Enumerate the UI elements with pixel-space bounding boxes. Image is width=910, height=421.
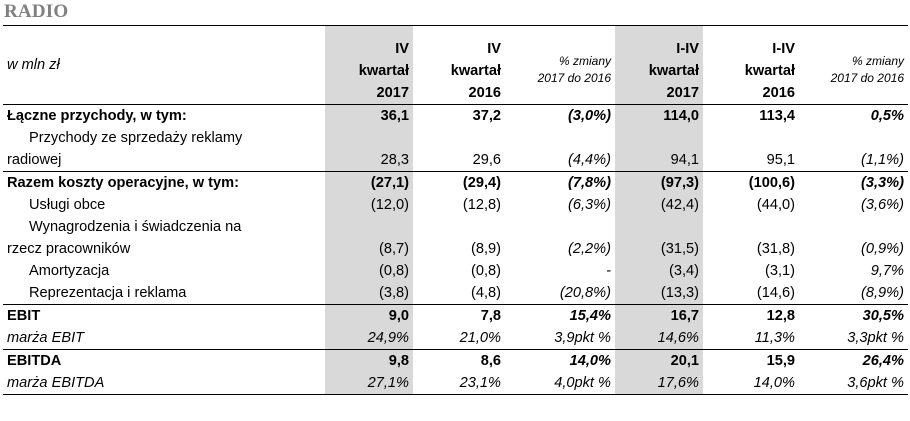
cell: (20,8%)	[559, 285, 611, 301]
cell: 24,9%	[325, 327, 413, 350]
cell: (29,4)	[413, 171, 505, 194]
cell: (14,6)	[756, 285, 795, 301]
cell: 12,8	[703, 304, 799, 327]
financial-table: w mln zł IV kwartał 2017 IV kwartał 2016 % z…	[3, 25, 908, 395]
cell: (42,4)	[615, 194, 703, 216]
table-row-salaries: Wynagrodzenia i świadczenia na rzecz prac…	[3, 216, 908, 260]
cell: 9,0	[325, 304, 413, 327]
cell: 17,6%	[615, 372, 703, 395]
unit-label: w mln zł	[3, 25, 325, 105]
cell: (12,0)	[325, 194, 413, 216]
cell: 15,9	[703, 349, 799, 372]
cell: (7,8%)	[505, 171, 615, 194]
cell: 29,6	[472, 152, 501, 168]
cell: (6,3%)	[568, 197, 611, 213]
cell: 4,0pkt %	[505, 372, 615, 395]
header-q4-2016: IV kwartał 2016	[413, 25, 505, 105]
cell: 9,7%	[870, 263, 904, 279]
header-change-q1-q4: % zmiany 2017 do 2016	[799, 25, 908, 105]
cell: (8,7)	[325, 216, 413, 260]
cell: (3,3%)	[799, 171, 908, 194]
table-header-row: w mln zł IV kwartał 2017 IV kwartał 2016 % z…	[3, 25, 908, 105]
row-label: marża EBITDA	[3, 372, 325, 395]
cell: 9,8	[325, 349, 413, 372]
cell: (1,1%)	[861, 152, 904, 168]
cell: (3,6%)	[861, 197, 904, 213]
cell: 16,7	[615, 304, 703, 327]
cell: (0,8)	[325, 260, 413, 282]
cell: (13,3)	[615, 282, 703, 305]
cell: 3,9pkt %	[554, 330, 611, 346]
row-label: EBITDA	[3, 349, 325, 372]
row-label: Usługi obce	[29, 197, 106, 213]
table-row-total-costs: Razem koszty operacyjne, w tym: (27,1) (…	[3, 171, 908, 194]
cell: (4,4%)	[568, 152, 611, 168]
cell: 23,1%	[413, 372, 505, 395]
header-q1-q4-2016: I-IV kwartał 2016	[703, 25, 799, 105]
row-label: Amortyzacja	[29, 263, 110, 279]
table-row-representation-advertising: Reprezentacja i reklama (3,8) (4,8) (20,…	[3, 282, 908, 305]
row-label: Wynagrodzenia i świadczenia na rzecz prac…	[7, 219, 242, 257]
cell: 21,0%	[459, 330, 501, 346]
cell: 3,6pkt %	[799, 372, 908, 395]
cell: 0,5%	[870, 108, 904, 124]
cell: 15,4%	[505, 304, 615, 327]
cell: 36,1	[325, 104, 413, 127]
cell: (31,5)	[615, 216, 703, 260]
cell: 113,4	[759, 108, 795, 124]
cell: (0,8)	[470, 263, 501, 279]
cell: (2,2%)	[568, 241, 611, 257]
cell: -	[606, 263, 611, 279]
cell: 114,0	[615, 104, 703, 127]
cell: (4,8)	[470, 285, 501, 301]
table-row-external-services: Usługi obce (12,0) (12,8) (6,3%) (42,4) …	[3, 194, 908, 216]
table-row-ebitda: EBITDA 9,8 8,6 14,0% 20,1 15,9 26,4%	[3, 349, 908, 372]
table-row-ebitda-margin: marża EBITDA 27,1% 23,1% 4,0pkt % 17,6% …	[3, 372, 908, 395]
cell: (3,1)	[764, 263, 795, 279]
header-q1-q4-2017: I-IV kwartał 2017	[615, 25, 703, 105]
cell: (12,8)	[462, 197, 501, 213]
row-label: EBIT	[3, 304, 325, 327]
cell: (27,1)	[325, 171, 413, 194]
cell: (44,0)	[756, 197, 795, 213]
section-title: RADIO	[4, 1, 69, 22]
row-label: Przychody ze sprzedaży reklamy radiowej	[7, 130, 243, 168]
cell: 28,3	[325, 127, 413, 172]
header-q4-2017: IV kwartał 2017	[325, 25, 413, 105]
cell: 27,1%	[325, 372, 413, 395]
row-label: Łączne przychody, w tym:	[7, 108, 187, 124]
table-row-total-revenue: Łączne przychody, w tym: 36,1 37,2 (3,0%…	[3, 104, 908, 127]
cell: (3,4)	[615, 260, 703, 282]
cell: (0,9%)	[861, 241, 904, 257]
cell: 8,6	[413, 349, 505, 372]
cell: 26,4%	[799, 349, 908, 372]
cell: (8,9)	[470, 241, 501, 257]
cell: 94,1	[615, 127, 703, 172]
cell: 37,2	[472, 108, 501, 124]
cell: 30,5%	[799, 304, 908, 327]
table-row-amortization: Amortyzacja (0,8) (0,8) - (3,4) (3,1) 9,…	[3, 260, 908, 282]
cell: (31,8)	[756, 241, 795, 257]
table-row-ebit-margin: marża EBIT 24,9% 21,0% 3,9pkt % 14,6% 11…	[3, 327, 908, 350]
cell: (8,9%)	[861, 285, 904, 301]
cell: 14,0%	[505, 349, 615, 372]
cell: 11,3%	[754, 330, 795, 346]
cell: (3,0%)	[568, 108, 611, 124]
cell: (100,6)	[703, 171, 799, 194]
cell: 3,3pkt %	[847, 330, 904, 346]
table-row-radio-ad-revenue: Przychody ze sprzedaży reklamy radiowej 2…	[3, 127, 908, 172]
cell: 14,0%	[703, 372, 799, 395]
cell: 14,6%	[615, 327, 703, 350]
cell: (3,8)	[325, 282, 413, 305]
cell: 95,1	[766, 152, 795, 168]
cell: (97,3)	[615, 171, 703, 194]
row-label: Reprezentacja i reklama	[29, 285, 187, 301]
cell: 7,8	[413, 304, 505, 327]
row-label: marża EBIT	[7, 330, 85, 346]
row-label: Razem koszty operacyjne, w tym:	[3, 171, 325, 194]
table-row-ebit: EBIT 9,0 7,8 15,4% 16,7 12,8 30,5%	[3, 304, 908, 327]
cell: 20,1	[615, 349, 703, 372]
header-change-q4: % zmiany 2017 do 2016	[505, 25, 615, 105]
